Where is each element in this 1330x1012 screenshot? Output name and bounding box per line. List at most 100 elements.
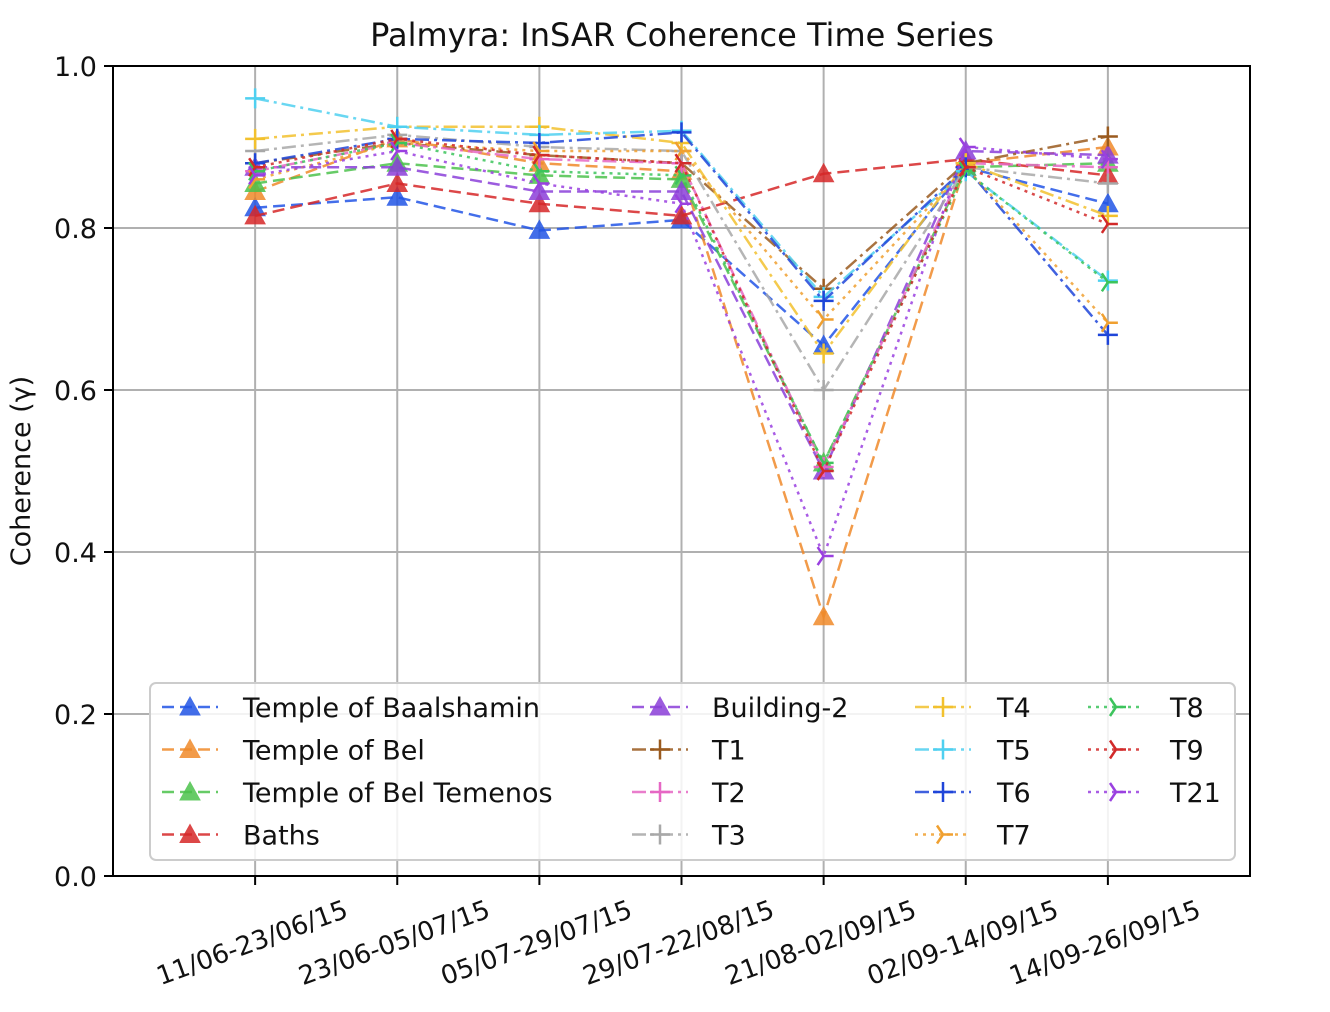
legend-marker (649, 695, 671, 716)
legend-label: T5 (996, 736, 1031, 767)
data-point (1100, 272, 1118, 292)
marker-shape (1097, 173, 1118, 194)
marker-shape (958, 137, 976, 157)
data-point (816, 546, 834, 566)
marker-shape (649, 695, 671, 716)
data-point (674, 153, 692, 173)
data-point (674, 165, 692, 186)
marker-shape (933, 739, 953, 760)
marker-shape (1100, 313, 1118, 333)
marker-shape (532, 173, 550, 194)
marker-shape (179, 738, 201, 758)
data-point (245, 88, 266, 109)
marker-shape (390, 129, 408, 149)
legend-marker (650, 739, 670, 760)
marker-shape (1108, 697, 1126, 717)
marker-shape (386, 156, 409, 176)
data-point (1100, 313, 1118, 333)
marker-shape (935, 824, 953, 845)
y-tick-label: 0.4 (54, 538, 97, 569)
legend-marker (1108, 782, 1126, 802)
legend-label: T1 (711, 736, 746, 767)
marker-shape (816, 309, 834, 330)
marker-shape (816, 461, 834, 481)
data-point (386, 186, 409, 206)
legend-label: T9 (1169, 736, 1204, 767)
legend-marker (1108, 697, 1126, 717)
legend-marker (933, 782, 953, 802)
marker-shape (813, 290, 834, 311)
marker-shape (1097, 126, 1118, 147)
data-point (812, 162, 835, 183)
marker-shape (812, 605, 835, 626)
data-point (390, 141, 408, 161)
legend-marker (1108, 739, 1126, 760)
legend-label: Temple of Baalshamin (242, 693, 540, 724)
data-point (244, 204, 266, 225)
marker-shape (933, 782, 953, 802)
data-point (528, 192, 551, 213)
data-point (386, 156, 409, 176)
legend-marker (650, 782, 670, 802)
marker-shape (245, 88, 266, 109)
marker-shape (1100, 149, 1118, 169)
data-point (386, 172, 409, 192)
legend-label: T7 (996, 821, 1031, 852)
data-point (532, 145, 550, 165)
data-point (674, 194, 692, 214)
data-point (1097, 324, 1118, 345)
legend-label: T3 (711, 821, 746, 852)
marker-shape (1100, 214, 1118, 234)
data-point (528, 219, 551, 239)
legend-label: T21 (1169, 778, 1221, 809)
data-point (1100, 214, 1118, 234)
marker-shape (816, 546, 834, 566)
marker-shape (650, 739, 670, 760)
marker-shape (1100, 272, 1118, 292)
legend-marker (179, 695, 201, 716)
marker-shape (244, 204, 266, 225)
y-tick-label: 0.8 (54, 214, 97, 245)
marker-shape (674, 153, 692, 173)
y-tick-label: 1.0 (54, 52, 97, 83)
y-axis-label: Coherence (γ) (6, 376, 37, 566)
marker-shape (933, 697, 953, 717)
data-point (1100, 149, 1118, 169)
marker-shape (179, 780, 201, 801)
legend-marker (179, 780, 201, 801)
marker-shape (390, 141, 408, 161)
marker-shape (813, 380, 834, 400)
marker-shape (674, 165, 692, 186)
chart-title: Palmyra: InSAR Coherence Time Series (370, 16, 994, 54)
data-point (674, 141, 692, 161)
legend-label: T8 (1169, 693, 1204, 724)
data-point (390, 129, 408, 149)
legend-marker (933, 739, 953, 760)
legend-marker (650, 824, 670, 845)
legend-label: T2 (711, 778, 746, 809)
y-tick-label: 0.6 (54, 376, 97, 407)
legend-label: T4 (996, 693, 1031, 724)
legend-label: Baths (243, 821, 320, 852)
data-point (248, 165, 266, 186)
marker-shape (813, 343, 834, 364)
data-point (816, 461, 834, 481)
marker-shape (650, 824, 670, 845)
data-point (813, 290, 834, 311)
legend-marker (935, 824, 953, 845)
y-tick-label: 0.0 (54, 862, 97, 893)
legend-label: T6 (996, 778, 1031, 809)
plot-frame (112, 65, 1251, 877)
legend-label: Temple of Bel (242, 736, 425, 767)
data-point (532, 173, 550, 194)
data-point (812, 605, 835, 626)
legend: Temple of Baalshamin Temple of Bel Temple … (149, 682, 1236, 861)
data-point (1097, 126, 1118, 147)
data-point (671, 122, 692, 143)
marker-shape (812, 162, 835, 183)
legend-box (149, 682, 1236, 861)
marker-shape (1108, 739, 1126, 760)
legend-marker (179, 823, 201, 843)
marker-shape (1108, 782, 1126, 802)
marker-shape (671, 122, 692, 143)
